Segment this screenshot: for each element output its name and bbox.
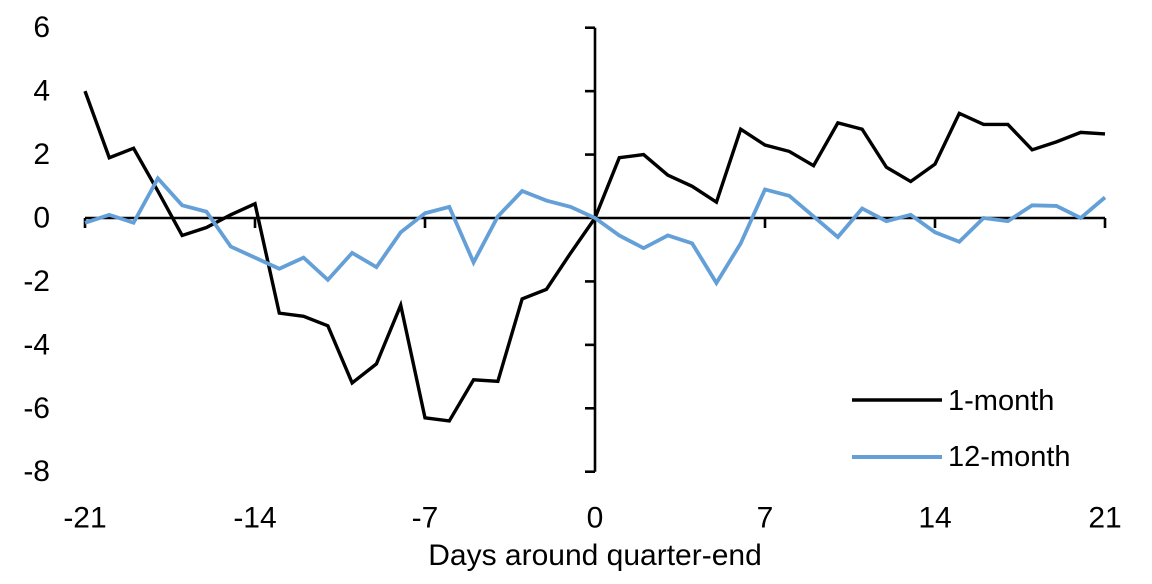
x-tick-label: 7	[757, 502, 774, 535]
x-axis-title: Days around quarter-end	[428, 539, 762, 572]
y-tick-label: 4	[33, 75, 50, 108]
y-tick-label: 6	[33, 11, 50, 44]
x-tick-label: -14	[233, 502, 276, 535]
x-tick-label: -7	[412, 502, 439, 535]
x-tick-label: 14	[918, 502, 951, 535]
y-tick-label: -2	[23, 265, 50, 298]
y-tick-label: -4	[23, 328, 50, 361]
x-tick-label: 21	[1088, 502, 1121, 535]
y-tick-label: 0	[33, 202, 50, 235]
series-line-12-month	[84, 175, 1107, 287]
legend-label-12-month: 12-month	[948, 441, 1071, 473]
x-tick-label: -21	[63, 502, 106, 535]
y-tick-label: 2	[33, 138, 50, 171]
legend-label-1-month: 1-month	[948, 385, 1055, 417]
y-tick-label: -6	[23, 392, 50, 425]
y-tick-label: -8	[23, 455, 50, 488]
x-tick-label: 0	[587, 502, 604, 535]
